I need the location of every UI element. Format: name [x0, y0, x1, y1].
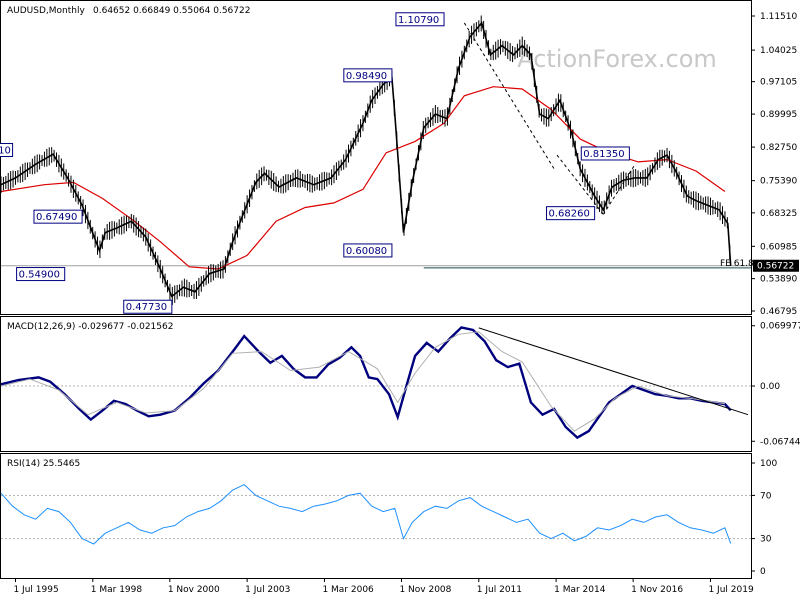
price-annotation-box	[343, 68, 393, 83]
price-y-tick-label: 0.53890	[760, 275, 797, 285]
x-tick-label: 1 Jul 2011	[477, 585, 522, 595]
macd-header: MACD(12,26,9) -0.029677 -0.021562	[7, 322, 173, 332]
price-annotation-box	[33, 209, 83, 224]
price-y-tick-label: 1.11510	[760, 12, 797, 22]
price-annotation-label: 0.67490	[36, 212, 77, 223]
price-y-tick-label: 1.04025	[760, 46, 797, 56]
macd-y-tick-label: -0.067448	[760, 437, 800, 447]
price-annotation-label: 1.10790	[398, 15, 439, 26]
rsi-y-tick-label: 0	[760, 567, 766, 577]
price-header-ohlc: 0.64652 0.66849 0.55064 0.56722	[93, 6, 250, 16]
price-annotation-label: 2110	[0, 146, 11, 157]
macd-y-tick-label: 0.00	[760, 382, 780, 392]
price-annotation-label: 0.54900	[19, 270, 60, 281]
rsi-line	[0, 484, 732, 545]
price-annotation-box	[580, 146, 630, 161]
watermark-text: ActionForex.com	[517, 45, 717, 73]
x-tick-label: 1 Nov 2000	[168, 585, 220, 595]
rsi-y-tick-label: 70	[760, 491, 772, 501]
price-annotation-box	[123, 299, 173, 314]
x-axis-layer: 1 Jul 1995 1 Mar 1998 1 Nov 2000 1 Jul 2003…	[13, 578, 754, 595]
macd-layer	[0, 326, 751, 440]
rsi-layer	[0, 484, 751, 545]
y-axis-layer: 1.11510 1.04025 0.97105 0.89995 0.82750 0.753…	[751, 12, 800, 577]
x-tick-label: 1 Mar 2006	[322, 585, 374, 595]
x-tick-label: 1 Nov 2016	[631, 585, 683, 595]
price-annotation-box	[0, 143, 14, 158]
price-y-tick-label: 0.68325	[760, 209, 797, 219]
macd-trend-line	[478, 327, 749, 416]
price-annotation-box	[16, 267, 66, 282]
price-annotation-label: 0.81350	[583, 149, 624, 160]
price-annotation-label: 0.98490	[346, 71, 387, 82]
macd-signal-line	[0, 331, 725, 432]
price-y-tick-label: 0.46795	[760, 307, 797, 317]
price-header-symbol: AUDUSD,Monthly	[7, 6, 85, 16]
rsi-header: RSI(14) 25.5465	[7, 459, 80, 469]
macd-panel	[0, 316, 752, 452]
price-annotation-label: 0.60080	[346, 246, 387, 257]
price-y-tick-label: 0.89995	[760, 110, 797, 120]
x-tick-label: 1 Jul 2003	[245, 585, 290, 595]
price-y-tick-label: 0.75390	[760, 177, 797, 187]
x-tick-label: 1 Jul 1995	[13, 585, 58, 595]
trend-dash-line	[602, 163, 636, 215]
macd-y-tick-label: 0.069977	[760, 322, 800, 332]
price-y-tick-label: 0.97105	[760, 78, 797, 88]
price-annotation-box	[343, 243, 393, 258]
trend-dash-line	[463, 22, 555, 170]
fe-label: FE 61.8	[720, 259, 754, 269]
trend-dash-line	[556, 154, 604, 215]
x-tick-label: 1 Mar 1998	[91, 585, 143, 595]
price-annotation-box	[395, 12, 445, 27]
price-annotation-label: 0.68260	[549, 209, 590, 220]
current-price-tag	[753, 259, 799, 272]
rsi-y-tick-label: 30	[760, 535, 772, 545]
price-y-tick-label: 0.82750	[760, 143, 797, 153]
x-tick-label: 1 Nov 2008	[399, 585, 451, 595]
x-tick-label: 1 Jul 2019	[708, 585, 753, 595]
rsi-panel	[0, 453, 752, 579]
current-price-label: 0.56722	[757, 262, 794, 272]
price-annotation-label: 0.47730	[126, 302, 167, 313]
x-tick-label: 1 Mar 2014	[554, 585, 606, 595]
rsi-y-tick-label: 100	[760, 459, 777, 469]
price-layer: 1.10790 0.98490 0.81350 0.68260 0.60080 0.674…	[0, 12, 754, 314]
price-y-tick-label: 0.60985	[760, 242, 797, 252]
price-annotation-box	[546, 206, 596, 221]
